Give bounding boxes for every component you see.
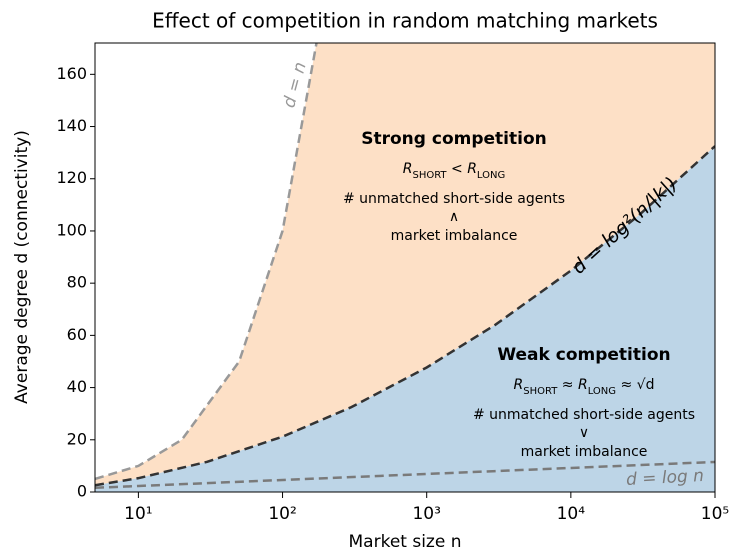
y-axis-label: Average degree d (connectivity)	[12, 130, 32, 404]
annotation-part: ∨	[579, 425, 589, 441]
annotation-part: # unmatched short-side agents	[473, 407, 695, 423]
y-tick-label: 0	[77, 482, 87, 501]
annotation-part: market imbalance	[391, 228, 518, 244]
y-tick-label: 140	[56, 116, 87, 135]
annotation-line: RSHORT < RLONG	[403, 161, 506, 181]
y-tick-label: 100	[56, 220, 87, 239]
annotation-part: # unmatched short-side agents	[343, 191, 565, 207]
x-tick-label: 10²	[268, 504, 296, 524]
annotation-part: SHORT	[412, 170, 447, 181]
annotation-title: Strong competition	[361, 129, 546, 149]
y-tick-label: 20	[67, 429, 87, 448]
x-tick-label: 10³	[412, 504, 440, 524]
annotation-title: Weak competition	[497, 345, 670, 365]
annotation-part: R	[514, 377, 524, 393]
annotation-line: # unmatched short-side agents	[343, 191, 565, 207]
y-tick-label: 120	[56, 168, 87, 187]
annotation-part: R	[578, 377, 588, 393]
annotation-part: ≈ √d	[616, 377, 654, 393]
annotation-part: LONG	[477, 170, 505, 181]
annotation-part: <	[447, 161, 468, 177]
annotation-part: R	[467, 161, 477, 177]
x-tick-label: 10⁴	[557, 504, 586, 524]
series-line	[95, 145, 715, 487]
annotation-line: market imbalance	[521, 444, 648, 460]
annotation-part: R	[403, 161, 413, 177]
y-tick-label: 160	[56, 64, 87, 83]
annotation-part: market imbalance	[521, 444, 648, 460]
annotation-part: ≈	[557, 377, 578, 393]
x-tick-label: 10¹	[124, 504, 152, 524]
annotation-line: RSHORT ≈ RLONG ≈ √d	[514, 377, 655, 397]
series-line	[95, 43, 318, 481]
y-tick-label: 60	[67, 325, 87, 344]
region	[95, 146, 715, 492]
chart-title: Effect of competition in random matching…	[152, 9, 658, 33]
annotation-part: LONG	[588, 386, 616, 397]
x-tick-label: 10⁵	[701, 504, 729, 524]
annotation-part: ∧	[449, 209, 459, 225]
series-line	[95, 460, 715, 490]
y-tick-label: 40	[67, 377, 87, 396]
region	[95, 43, 715, 486]
curve-label: d = log n	[626, 466, 705, 490]
annotation-line: # unmatched short-side agents	[473, 407, 695, 423]
y-tick-label: 80	[67, 273, 87, 292]
annotation-part: SHORT	[523, 386, 558, 397]
x-axis-label: Market size n	[349, 532, 462, 552]
annotation-line: market imbalance	[391, 228, 518, 244]
annotation-line: ∧	[449, 209, 459, 225]
annotation-line: ∨	[579, 425, 589, 441]
plot-frame	[94, 42, 716, 493]
plot-area	[95, 43, 715, 492]
